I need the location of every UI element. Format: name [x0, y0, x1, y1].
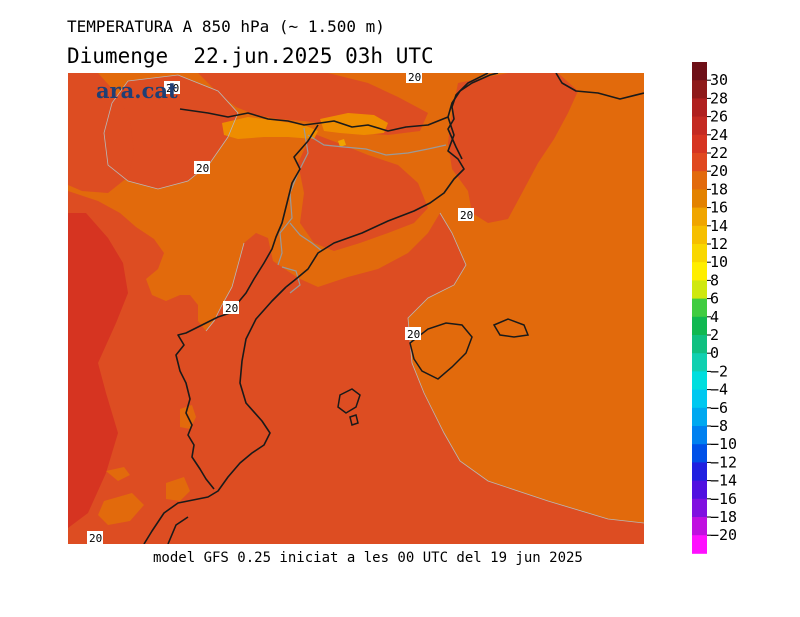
legend-label: 14 [710, 217, 728, 235]
legend-color-band [692, 498, 707, 518]
legend-color-band [692, 535, 707, 554]
legend-color-band [692, 171, 707, 190]
legend-label: 2 [710, 326, 719, 344]
legend-label: 20 [710, 162, 728, 180]
legend-color-band [692, 98, 707, 117]
island-formentera [349, 414, 359, 426]
legend-label: 12 [710, 235, 728, 253]
legend-color-band [692, 134, 707, 154]
legend-label: 6 [710, 290, 719, 308]
legend-label: 10 [710, 253, 728, 271]
legend-label: −14 [710, 472, 737, 490]
legend-color-band [692, 371, 707, 390]
island-ibiza [337, 388, 361, 414]
legend-label: −16 [710, 490, 737, 508]
legend-color-band [692, 444, 707, 463]
map-title: TEMPERATURA A 850 hPa (~ 1.500 m) [67, 17, 385, 36]
legend-label: −6 [710, 399, 728, 417]
contour-label: 20 [87, 531, 103, 544]
legend-label: 24 [710, 126, 728, 144]
field-cool-blob-5 [106, 467, 130, 481]
legend-color-band [692, 353, 707, 372]
legend-label: 16 [710, 199, 728, 217]
field-cool-blob-1 [166, 263, 192, 287]
contour-labels: 20 20 20 20 20 20 20 [87, 73, 474, 544]
legend-color-band [692, 153, 707, 172]
field-base-east [448, 73, 578, 223]
legend-label: 30 [710, 71, 728, 89]
legend-color-band [692, 426, 707, 445]
legend-color-band [692, 316, 707, 336]
field-warm-west [68, 213, 128, 528]
svg-text:20: 20 [408, 73, 421, 84]
legend-label: −4 [710, 381, 728, 399]
contour-label: 20 [164, 81, 180, 95]
map-subtitle: Diumenge 22.jun.2025 03h UTC [67, 44, 434, 68]
balearic-islands [337, 318, 530, 426]
legend-color-band [692, 116, 707, 136]
legend-label: 4 [710, 308, 719, 326]
legend-color-band [692, 80, 707, 99]
field-base-central [298, 133, 428, 251]
legend-label: 8 [710, 271, 719, 289]
model-info: model GFS 0.25 iniciat a les 00 UTC del … [153, 550, 583, 566]
legend-label: −12 [710, 453, 737, 471]
legend-color-band [692, 517, 707, 536]
legend-color-band [692, 462, 707, 481]
island-menorca [492, 318, 530, 338]
legend-color-band [692, 262, 707, 281]
contour-label: 20 [223, 301, 239, 315]
legend-label: 28 [710, 89, 728, 107]
temperature-map: 20 20 20 20 20 20 20 [68, 73, 644, 544]
island-mallorca [409, 322, 473, 380]
ara-cat-logo: ara.cat [96, 78, 178, 103]
contour-label: 20 [458, 208, 474, 222]
contour-label: 20 [406, 73, 422, 84]
legend-color-band [692, 207, 707, 227]
legend-label: −18 [710, 508, 737, 526]
legend-color-band [692, 62, 707, 81]
legend-color-band [692, 244, 707, 263]
field-base-inset-west [68, 73, 134, 193]
legend-color-band [692, 298, 707, 318]
field-base-inset-north [104, 75, 238, 189]
legend-color-band [692, 480, 707, 500]
field-mild-dot [338, 139, 346, 147]
legend-color-band [692, 225, 707, 245]
contour-label: 20 [405, 327, 421, 341]
contour-lines [103, 74, 644, 524]
legend-label: 22 [710, 144, 728, 162]
legend-label: 0 [710, 344, 719, 362]
legend-label: 26 [710, 108, 728, 126]
field-mild-pyrenees-2 [320, 113, 388, 135]
color-legend: 302826242220181614121086420−2−4−6−8−10−1… [692, 62, 737, 554]
legend-color-band [692, 407, 707, 427]
coastlines [143, 73, 644, 544]
legend-label: −2 [710, 362, 728, 380]
field-cool-blob-3 [166, 477, 190, 501]
legend-color-band [692, 280, 707, 299]
svg-text:20: 20 [407, 328, 420, 341]
legend-label: −10 [710, 435, 737, 453]
legend-label: 18 [710, 180, 728, 198]
svg-text:20: 20 [89, 532, 102, 544]
legend-color-band [692, 389, 707, 409]
legend-color-band [692, 189, 707, 208]
field-cool-blob-4 [98, 493, 144, 525]
contour-label: 20 [194, 161, 210, 175]
svg-text:20: 20 [166, 82, 179, 95]
svg-text:20: 20 [225, 302, 238, 315]
field-mild-pyrenees-1 [222, 117, 318, 139]
legend-label: −8 [710, 417, 728, 435]
legend-color-band [692, 335, 707, 354]
svg-text:20: 20 [196, 162, 209, 175]
legend-label: −20 [710, 526, 737, 544]
svg-text:20: 20 [460, 209, 473, 222]
